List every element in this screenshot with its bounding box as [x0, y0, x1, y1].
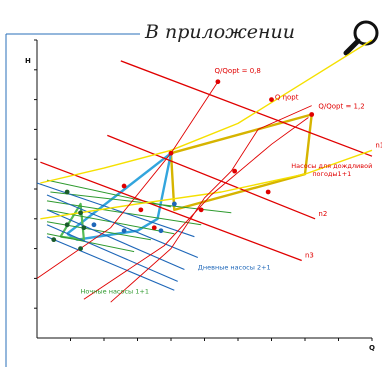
marker-point [121, 183, 127, 189]
marker-point [265, 189, 271, 195]
marker-point [64, 189, 70, 195]
marker-point [158, 228, 164, 234]
marker-point [64, 222, 70, 228]
marker-point [215, 79, 221, 85]
search-icon[interactable] [343, 20, 379, 56]
night-pump-curve [46, 221, 151, 241]
marker-point [78, 210, 83, 216]
marker-point [81, 225, 87, 231]
annotation-n1: n1 [375, 141, 382, 149]
marker-point [51, 237, 57, 243]
annotation-qopt12: Q/Qopt = 1,2 [318, 103, 364, 111]
qopt-line [110, 105, 312, 303]
qopt-line [36, 81, 219, 279]
curve-n2 [107, 134, 316, 220]
curve-sys-lower [40, 149, 373, 220]
annotation-qopt08: Q/Qopt = 0,8 [215, 67, 261, 75]
night-pump-curve [46, 233, 135, 253]
marker-point [171, 201, 177, 207]
marker-point [151, 225, 157, 231]
annotation-night: Ночные насосы 1+1 [81, 287, 149, 295]
annotation-day: Дневные насосы 2+1 [198, 263, 271, 271]
y-axis-label: H [25, 57, 31, 65]
x-axis-label: Q [369, 344, 375, 352]
day-pump-curve [46, 224, 178, 282]
curve-n3 [40, 161, 302, 262]
page-title: В приложении [144, 21, 295, 43]
marker-point [138, 207, 144, 213]
annotation-n2: n2 [318, 210, 327, 218]
axis-ticks [34, 39, 373, 341]
marker-point [198, 207, 204, 213]
curve-n1 [120, 60, 373, 157]
qopt-line [83, 117, 309, 300]
annotation-n3: n3 [305, 252, 314, 260]
annotation-qnopt: Q ηopt [275, 94, 299, 102]
marker-point [309, 112, 315, 117]
day-pump-curve [46, 236, 175, 291]
marker-point [91, 222, 97, 228]
curve-sys-upper [40, 39, 373, 184]
marker-point [232, 168, 238, 174]
marker-point [78, 246, 83, 252]
operating-areas [59, 113, 313, 241]
day-pump-curve [46, 209, 185, 271]
day-pump-curve [36, 182, 195, 238]
annotations: Q/Qopt = 0,8 Q ηopt Q/Qopt = 1,2 n1 n2 n3 Насо… [81, 67, 382, 296]
annotation-rain: Насосы для дождливой погоды1+1 [291, 162, 372, 178]
marker-point [269, 97, 274, 102]
day-pump-curve [46, 194, 199, 259]
marker-point [121, 228, 127, 234]
marker-point [168, 150, 174, 156]
markers [51, 79, 315, 252]
